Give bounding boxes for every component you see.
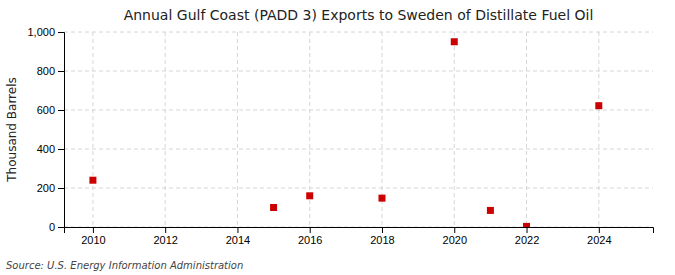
tick-label: 2018 <box>370 234 394 246</box>
tick-label: 1,000 <box>27 26 55 38</box>
tick-label: 2014 <box>226 234 250 246</box>
tick-mark <box>93 227 94 233</box>
grid-line <box>64 71 653 72</box>
point <box>451 38 458 45</box>
source: Source: U.S. Energy Information Administ… <box>6 260 243 271</box>
y-axis-tick: 400 <box>37 143 64 155</box>
grid-line <box>64 32 653 33</box>
chart: 2010 2012 2014 2016 2018 2020 2022 2024 0 200 400 6… <box>0 0 675 275</box>
tick-mark <box>527 227 528 233</box>
x-axis-line <box>65 228 654 234</box>
y-axis-tick: 600 <box>37 104 64 116</box>
y-axis-tick: 200 <box>37 182 64 194</box>
point <box>487 207 494 214</box>
tick-mark <box>237 227 238 233</box>
x-axis-tick: 2016 <box>298 227 322 246</box>
tick-label: 2012 <box>153 234 177 246</box>
x-axis-tick: 2018 <box>370 227 394 246</box>
tick-mark <box>58 227 64 228</box>
grid <box>64 32 653 227</box>
point <box>378 195 385 202</box>
y-axis-tick: 0 <box>49 221 64 233</box>
tick-label: 2022 <box>515 234 539 246</box>
tick-label: 200 <box>37 182 55 194</box>
tick-mark <box>58 32 64 33</box>
tick-mark <box>58 149 64 150</box>
grid-line <box>454 32 455 227</box>
tick-mark <box>58 71 64 72</box>
grid-line <box>526 32 527 227</box>
grid-line <box>237 32 238 227</box>
point <box>89 177 96 184</box>
tick-mark <box>58 110 64 111</box>
points <box>89 38 602 227</box>
y-axis: 0 200 400 600 800 1,000 <box>27 26 64 233</box>
tick-label: 2010 <box>81 234 105 246</box>
grid-line <box>64 188 653 189</box>
plot-area: 2010 2012 2014 2016 2018 2020 2022 2024 0 200 400 6… <box>27 26 653 246</box>
x-axis-tick: 2024 <box>587 227 611 246</box>
point <box>523 223 530 227</box>
x-axis-tick: 2012 <box>153 227 177 246</box>
tick-mark <box>310 227 311 233</box>
tick-mark <box>382 227 383 233</box>
y-axis-tick: 800 <box>37 65 64 77</box>
grid-line <box>64 110 653 111</box>
tick-mark <box>599 227 600 233</box>
tick-label: 2024 <box>587 234 611 246</box>
grid-line <box>64 149 653 150</box>
tick-mark <box>58 188 64 189</box>
tick-label: 800 <box>37 65 55 77</box>
tick-label: 2016 <box>298 234 322 246</box>
title: Annual Gulf Coast (PADD 3) Exports to Sw… <box>124 7 594 23</box>
point <box>595 102 602 109</box>
tick-label: 0 <box>49 221 55 233</box>
tick-label: 600 <box>37 104 55 116</box>
tick-mark <box>454 227 455 233</box>
y-axis-line <box>58 33 65 228</box>
tick-label: 2020 <box>443 234 467 246</box>
x-axis-tick: 2010 <box>81 227 105 246</box>
x-axis-tick: 2020 <box>443 227 467 246</box>
x-axis: 2010 2012 2014 2016 2018 2020 2022 2024 <box>65 227 654 246</box>
x-axis-tick: 2014 <box>226 227 250 246</box>
y-axis-title: Thousand Barrels <box>5 77 19 182</box>
tick-label: 400 <box>37 143 55 155</box>
grid-line <box>598 32 599 227</box>
point <box>306 192 313 199</box>
tick-mark <box>165 227 166 233</box>
grid-line <box>92 32 93 227</box>
grid-line <box>165 32 166 227</box>
y-axis-tick: 1,000 <box>27 26 64 38</box>
point <box>270 204 277 211</box>
x-axis-tick: 2022 <box>515 227 539 246</box>
